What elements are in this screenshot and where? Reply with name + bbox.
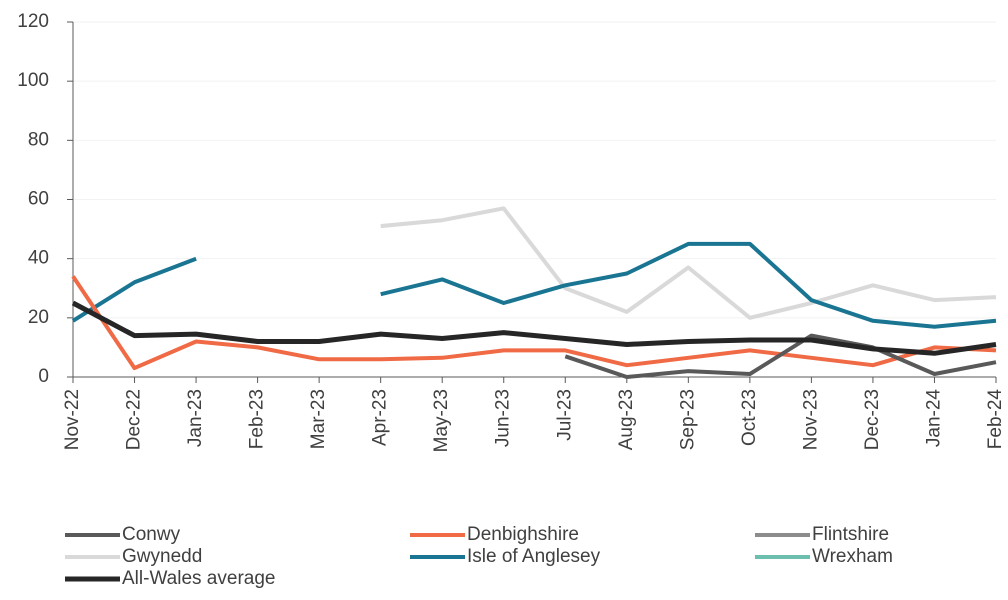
x-tick-label: Nov-23 — [800, 389, 821, 450]
legend-label: Conwy — [122, 524, 181, 545]
x-tick-label: Oct-23 — [739, 389, 760, 446]
x-tick-label: Sep-23 — [677, 389, 698, 450]
x-tick-label: Nov-22 — [62, 389, 83, 450]
x-tick-label: Jul-23 — [554, 389, 575, 441]
x-tick-label: Aug-23 — [616, 389, 637, 450]
y-tick-label: 20 — [28, 307, 49, 328]
y-tick-label: 60 — [28, 189, 49, 210]
y-tick-label: 40 — [28, 248, 49, 269]
y-tick-label: 100 — [17, 70, 49, 91]
series-line — [71, 275, 997, 371]
x-tick-label: Feb-23 — [247, 389, 268, 449]
x-tick-label: Dec-23 — [862, 389, 883, 450]
series-line — [380, 206, 997, 320]
series-line — [71, 300, 997, 356]
y-tick-label: 0 — [38, 366, 49, 387]
y-tick-label: 80 — [28, 129, 49, 150]
y-tick-label: 120 — [17, 11, 49, 32]
legend-label: Denbighshire — [467, 524, 579, 545]
x-tick-label: Dec-22 — [124, 389, 145, 450]
x-tick-label: Jan-24 — [923, 389, 944, 448]
x-tick-label: Jan-23 — [185, 389, 206, 447]
legend-label: Wrexham — [812, 546, 893, 567]
x-tick-label: Mar-23 — [308, 389, 329, 449]
legend-label: Gwynedd — [122, 546, 202, 567]
x-tick-label: May-23 — [431, 389, 452, 452]
legend-label: Isle of Anglesey — [467, 546, 601, 567]
legend-label: Flintshire — [812, 524, 889, 545]
x-tick-label: Feb-24 — [985, 389, 1006, 450]
legend-label: All-Wales average — [122, 568, 275, 589]
series-line — [71, 241, 997, 329]
x-tick-label: Jun-23 — [493, 389, 514, 447]
series-line — [564, 333, 997, 379]
x-tick-label: Apr-23 — [370, 389, 391, 446]
